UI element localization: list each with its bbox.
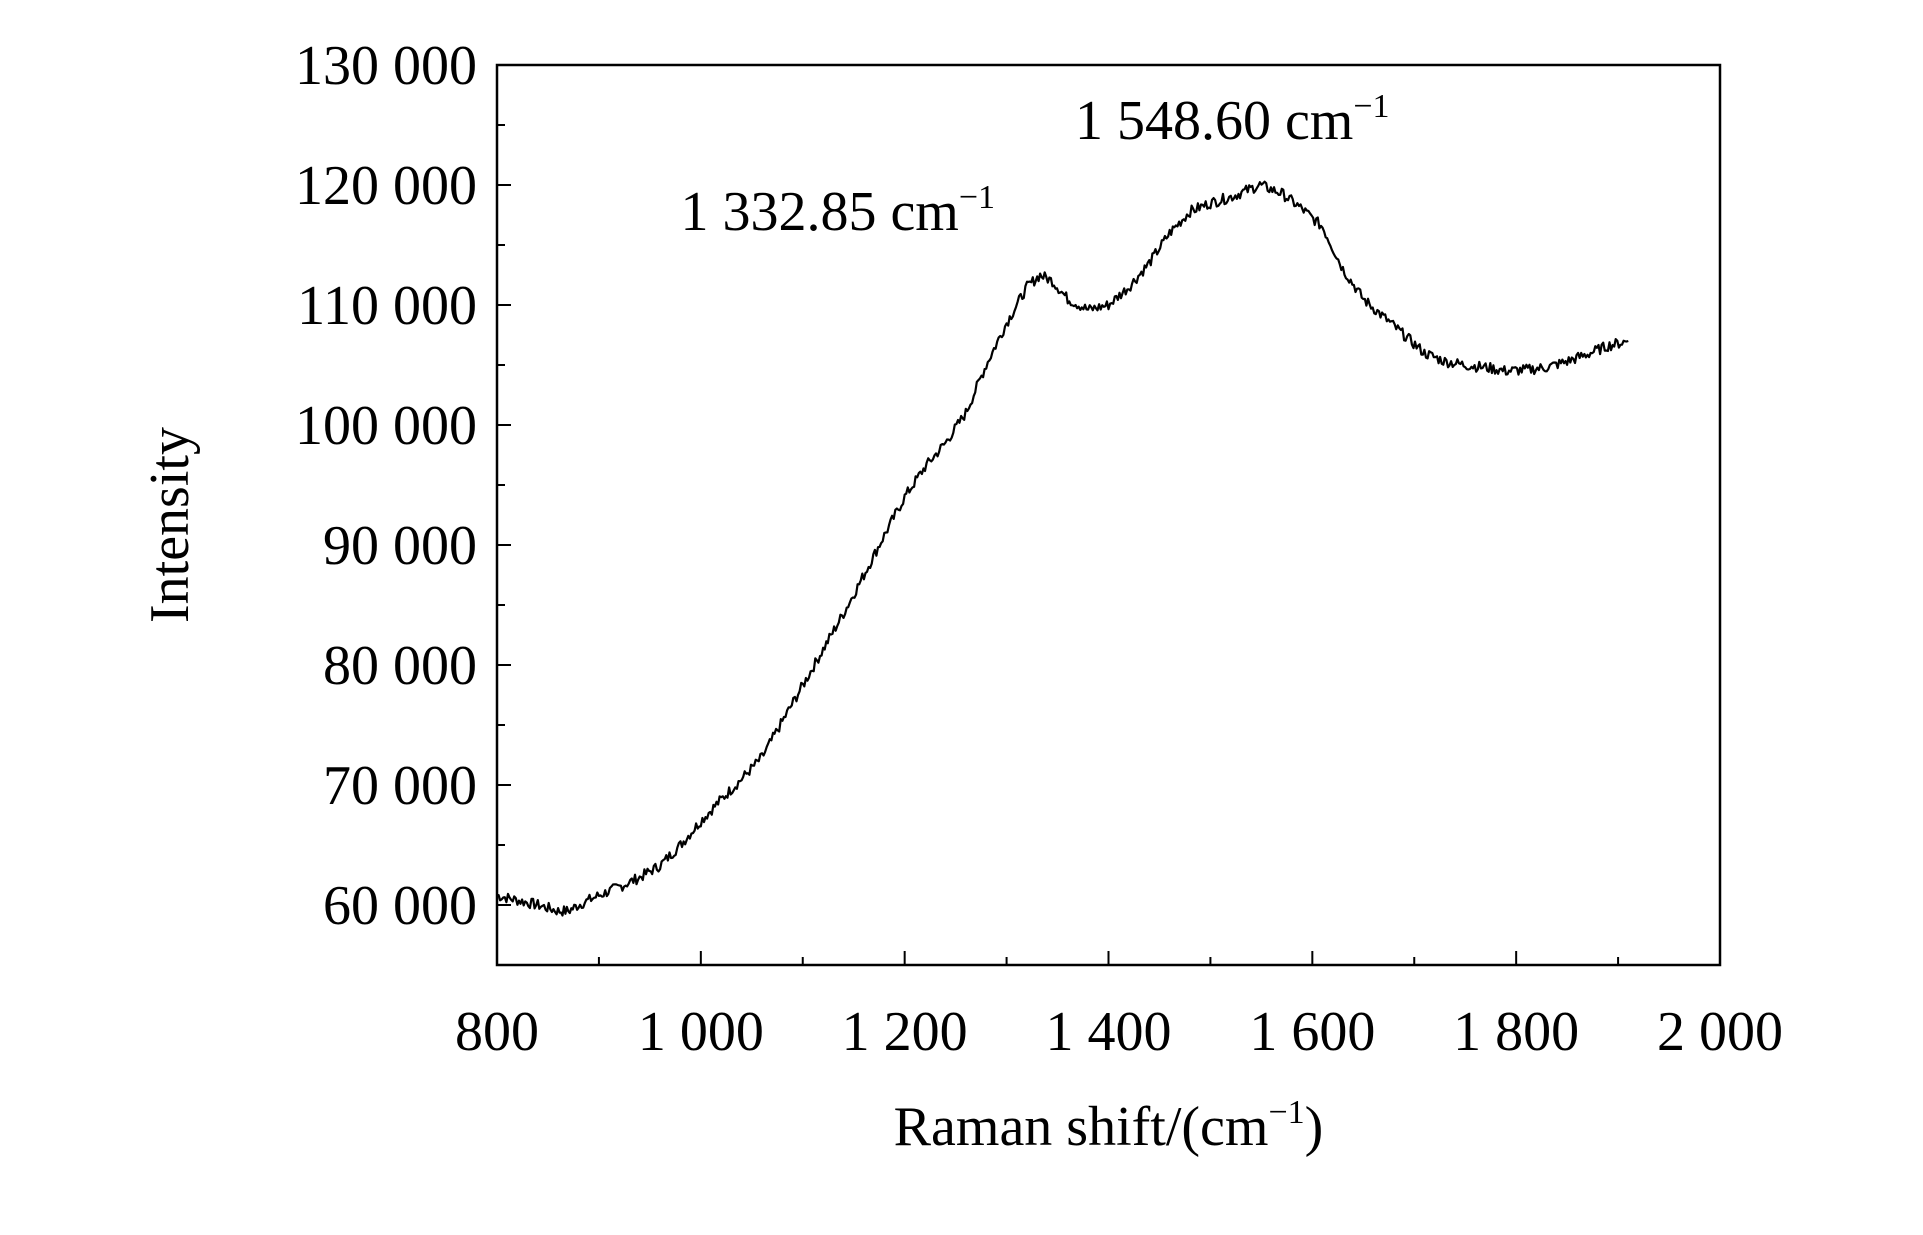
x-tick-label: 1 200 [842,1001,968,1063]
y-tick-label: 60 000 [323,875,477,937]
y-tick-label: 100 000 [295,395,477,457]
y-tick-label: 70 000 [323,755,477,817]
plot-frame [495,63,1722,967]
peak-label: 1 332.85 cm−1 [680,179,995,243]
y-axis-label: Intensity [139,427,201,623]
peak-label: 1 548.60 cm−1 [1075,88,1390,152]
y-axis-tick-labels: 60 000 70 000 80 000 90 000 100 000 110 000 12… [295,35,477,937]
x-tick-label: 2 000 [1657,1001,1783,1063]
x-tick-label: 800 [455,1001,539,1063]
y-tick-label: 120 000 [295,155,477,217]
peak-annotations: 1 332.85 cm−1 1 548.60 cm−1 [680,88,1389,243]
x-tick-label: 1 000 [638,1001,764,1063]
y-axis-ticks [497,64,511,966]
x-axis-ticks [496,951,1721,965]
x-tick-label: 1 600 [1249,1001,1375,1063]
y-tick-label: 80 000 [323,635,477,697]
y-tick-label: 130 000 [295,35,477,97]
spectrum-line [496,180,1629,917]
y-tick-label: 110 000 [297,275,477,337]
y-tick-label: 90 000 [323,515,477,577]
x-tick-label: 1 400 [1046,1001,1172,1063]
x-axis-label: Raman shift/(cm−1) [894,1094,1324,1158]
x-axis-tick-labels: 800 1 000 1 200 1 400 1 600 1 800 2 000 [455,1001,1783,1063]
x-tick-label: 1 800 [1453,1001,1579,1063]
